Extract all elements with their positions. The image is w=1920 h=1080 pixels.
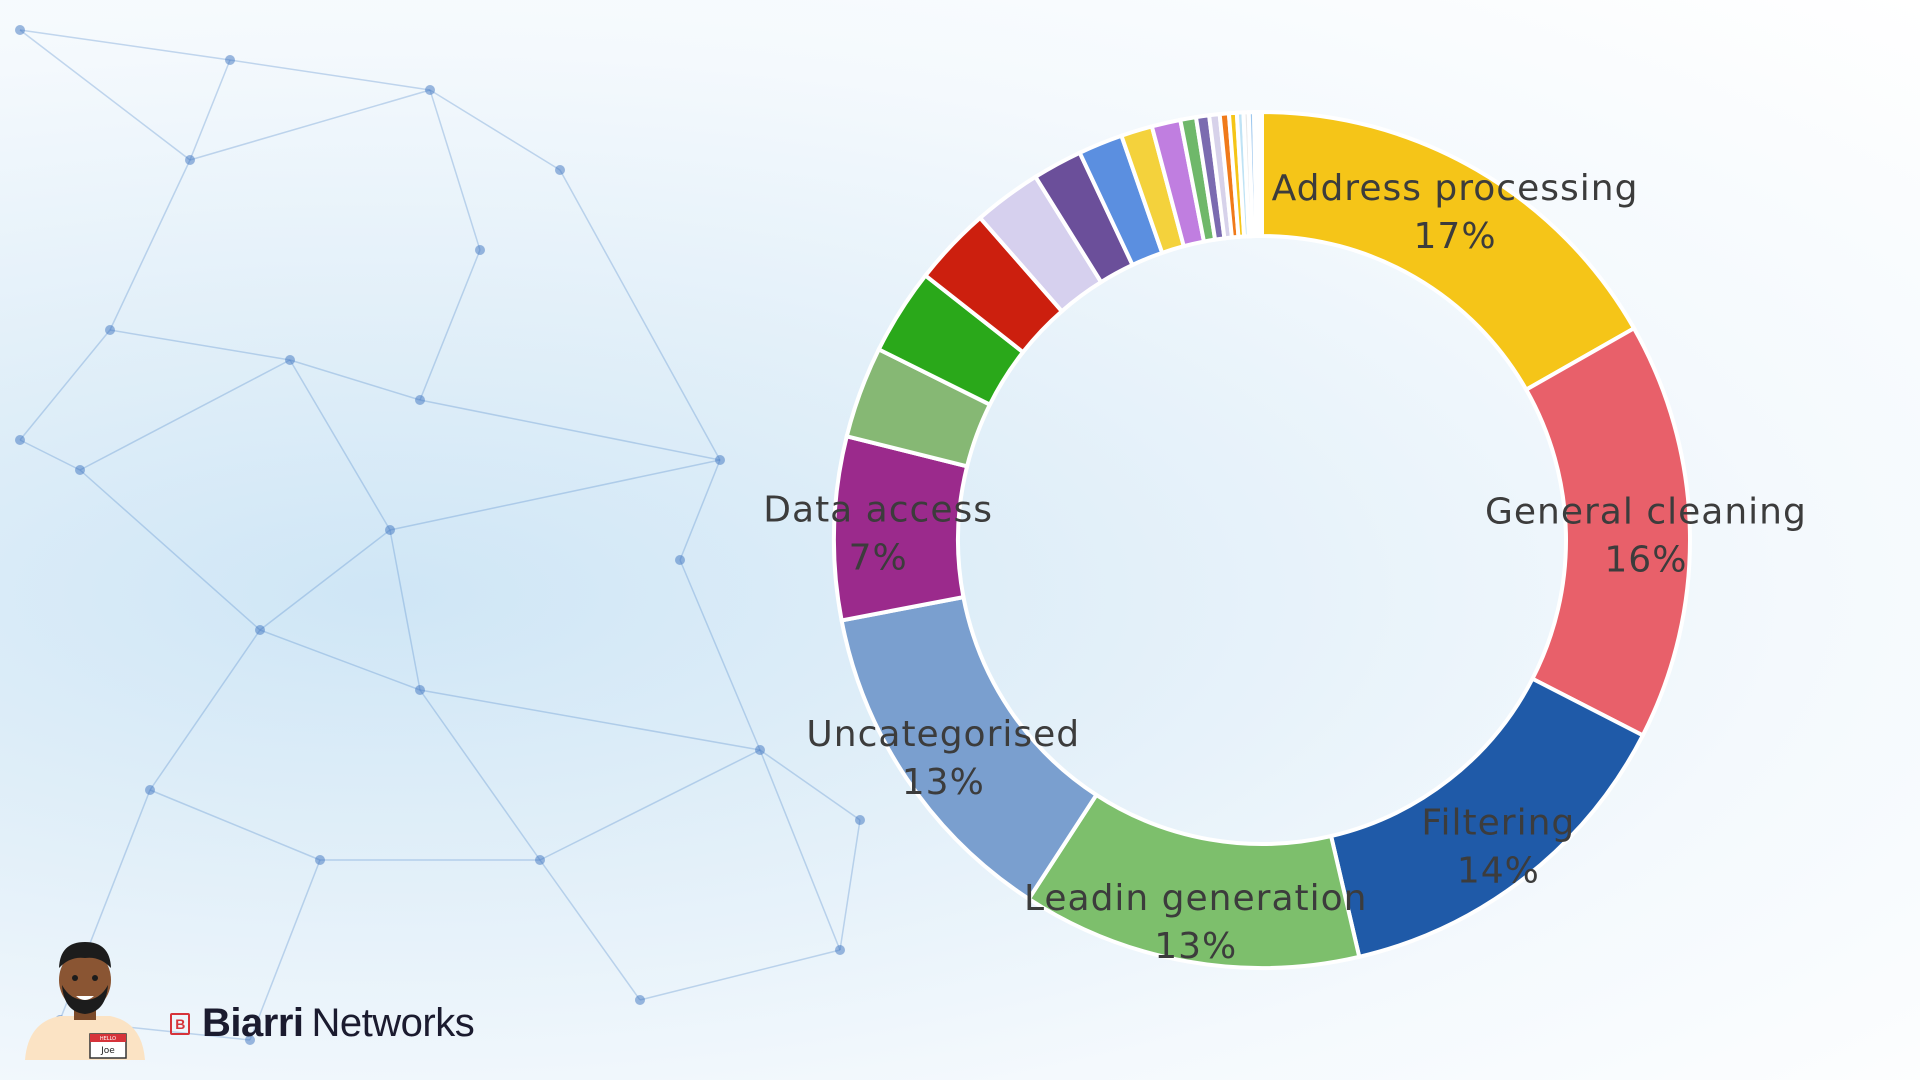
badge-header: HELLO [100, 1036, 116, 1042]
brand-name: Biarri [202, 1001, 304, 1045]
slice-value-label-3: 13% [1154, 926, 1237, 967]
slice-value-label-2: 14% [1457, 851, 1540, 892]
slice-label-1: General cleaning [1485, 492, 1807, 533]
slice-value-label-1: 16% [1604, 540, 1687, 581]
slice-value-label-4: 13% [902, 762, 985, 803]
badge-name: Joe [100, 1046, 115, 1056]
slice-label-5: Data access [763, 489, 993, 530]
slice-value-label-0: 17% [1414, 216, 1497, 257]
slice-label-2: Filtering [1421, 803, 1575, 844]
brand-suffix: Networks [311, 1001, 475, 1045]
donut-labels: Address processing 17% General cleaning 16%… [763, 168, 1807, 967]
donut-slices [832, 109, 1693, 970]
biarri-logo-icon: B [170, 1012, 190, 1035]
slice-label-0: Address processing [1272, 168, 1639, 209]
footer-branding: HELLO Joe B Biarri Networks [20, 940, 540, 1060]
brand-wordmark: B Biarri Networks [170, 1001, 475, 1046]
slice-value-label-5: 7% [849, 537, 908, 578]
slice-label-3: Leadin generation [1024, 878, 1368, 919]
slice-label-4: Uncategorised [806, 714, 1080, 755]
person-avatar-icon: HELLO Joe [25, 942, 145, 1060]
donut-slice-23 [1256, 109, 1264, 239]
